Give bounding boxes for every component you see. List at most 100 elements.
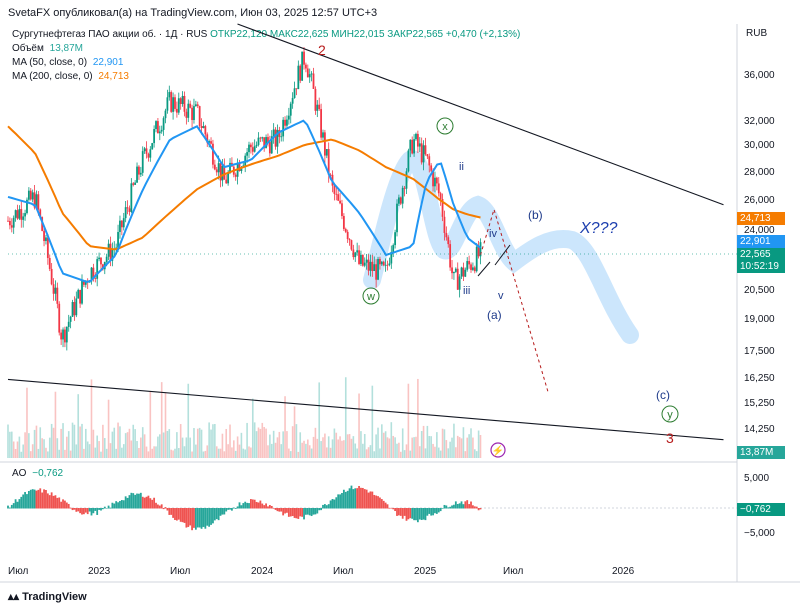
volume-bar xyxy=(377,427,379,458)
candle-body xyxy=(293,88,296,98)
volume-legend[interactable]: Объём 13,87M xyxy=(12,43,83,54)
candle-body xyxy=(373,264,376,272)
candle-body xyxy=(301,51,304,81)
volume-bar xyxy=(278,431,281,458)
wave-ii-label[interactable]: ii xyxy=(459,161,464,173)
ao-tick: 5,000 xyxy=(744,473,770,484)
volume-bar xyxy=(196,428,199,458)
candle-body xyxy=(158,131,161,134)
volume-value: 13,87M xyxy=(49,43,84,54)
candle-body xyxy=(466,261,469,270)
ao-bar xyxy=(358,486,360,509)
price-tick: 16,250 xyxy=(744,373,775,384)
candle-body xyxy=(138,166,140,175)
candle-body xyxy=(219,163,222,181)
ao-bar xyxy=(399,508,402,516)
volume-bar xyxy=(447,448,450,458)
wave-iv-label[interactable]: iv xyxy=(489,228,497,240)
candle-body xyxy=(333,185,336,194)
wave-2-label[interactable]: 2 xyxy=(318,42,326,58)
volume-bar xyxy=(227,444,229,458)
ao-bar xyxy=(162,508,165,510)
volume-bar xyxy=(12,441,15,458)
wave-w-label: w xyxy=(366,291,375,303)
ao-bar xyxy=(242,503,245,509)
price-candles xyxy=(7,47,482,351)
trendlines[interactable] xyxy=(7,23,724,441)
ao-label: AO xyxy=(12,468,27,479)
wave-3-label[interactable]: 3 xyxy=(666,430,674,446)
volume-bar xyxy=(456,435,459,458)
candle-body xyxy=(187,103,190,118)
ao-bar xyxy=(363,489,366,509)
wave-y-circle[interactable] xyxy=(661,405,679,423)
candle-body xyxy=(117,232,119,248)
ao-bar xyxy=(94,508,97,511)
x-question-label[interactable]: X??? xyxy=(580,220,618,237)
wave-v-label[interactable]: v xyxy=(498,290,504,302)
ma50-legend[interactable]: MA (50, close, 0) 22,901 xyxy=(12,57,123,68)
flash-icon[interactable] xyxy=(490,442,506,458)
volume-bar xyxy=(403,450,406,458)
ao-bar xyxy=(420,508,423,520)
volume-bar xyxy=(272,430,275,458)
symbol-legend[interactable]: Сургутнефтегаз ПАО акции об. · 1Д · RUS … xyxy=(12,29,520,40)
volume-bar xyxy=(159,434,161,458)
wave-iii-label[interactable]: iii xyxy=(463,285,471,297)
tradingview-logo[interactable]: ▴▴ TradingView xyxy=(8,590,87,603)
ao-value: −0,762 xyxy=(32,468,64,479)
candle-body xyxy=(435,177,438,184)
ao-bar xyxy=(219,508,222,516)
volume-bar xyxy=(189,437,191,458)
ao-bar xyxy=(456,504,459,509)
candle-body xyxy=(263,137,266,149)
candle-body xyxy=(204,126,207,135)
time-tick: Июл xyxy=(170,566,191,577)
candle-body xyxy=(350,240,353,250)
volume-bar xyxy=(29,451,32,458)
candle-body xyxy=(16,210,19,219)
ao-bar xyxy=(331,499,334,509)
volume-bar xyxy=(371,385,374,458)
time-tick: Июл xyxy=(8,566,29,577)
ao-legend[interactable]: AO −0,762 xyxy=(12,468,63,479)
volume-bar xyxy=(439,450,442,458)
ao-bar xyxy=(160,504,163,509)
ao-bar xyxy=(360,487,362,509)
wave-b-label[interactable]: (b) xyxy=(528,208,543,222)
ao-bar xyxy=(122,500,125,509)
candle-body xyxy=(69,316,72,322)
ao-bar xyxy=(320,508,323,511)
volume-bar xyxy=(426,425,429,458)
volume-bar xyxy=(115,448,117,458)
ao-bar xyxy=(213,508,216,521)
candle-body xyxy=(454,268,457,272)
ao-bar xyxy=(356,488,359,509)
ma200-price-tag: 24,713 xyxy=(737,212,785,225)
ao-bar xyxy=(101,508,104,510)
candle-body xyxy=(388,263,391,266)
volume-bar xyxy=(193,428,195,458)
volume-bar xyxy=(102,424,104,458)
ao-bar xyxy=(458,503,461,509)
candle-body xyxy=(282,119,285,137)
wave-x-circle[interactable] xyxy=(436,117,454,135)
currency-label[interactable]: RUB xyxy=(746,28,768,39)
wave-a-label[interactable]: (a) xyxy=(487,308,502,322)
ma200-legend[interactable]: MA (200, close, 0) 24,713 xyxy=(12,71,129,82)
wave-c-label[interactable]: (c) xyxy=(656,388,670,402)
ao-bar xyxy=(196,508,199,528)
ao-bar xyxy=(261,503,264,509)
candle-body xyxy=(418,143,421,147)
ao-bar xyxy=(158,505,161,509)
candle-body xyxy=(354,252,357,258)
volume-bar xyxy=(354,443,357,458)
projection-path[interactable] xyxy=(480,207,549,392)
volume-bar xyxy=(297,451,300,458)
wave-w-circle[interactable] xyxy=(362,287,380,305)
ao-bar xyxy=(263,505,266,509)
ao-bar xyxy=(217,508,220,521)
ao-bar xyxy=(115,501,118,509)
volume-bar xyxy=(310,448,313,458)
